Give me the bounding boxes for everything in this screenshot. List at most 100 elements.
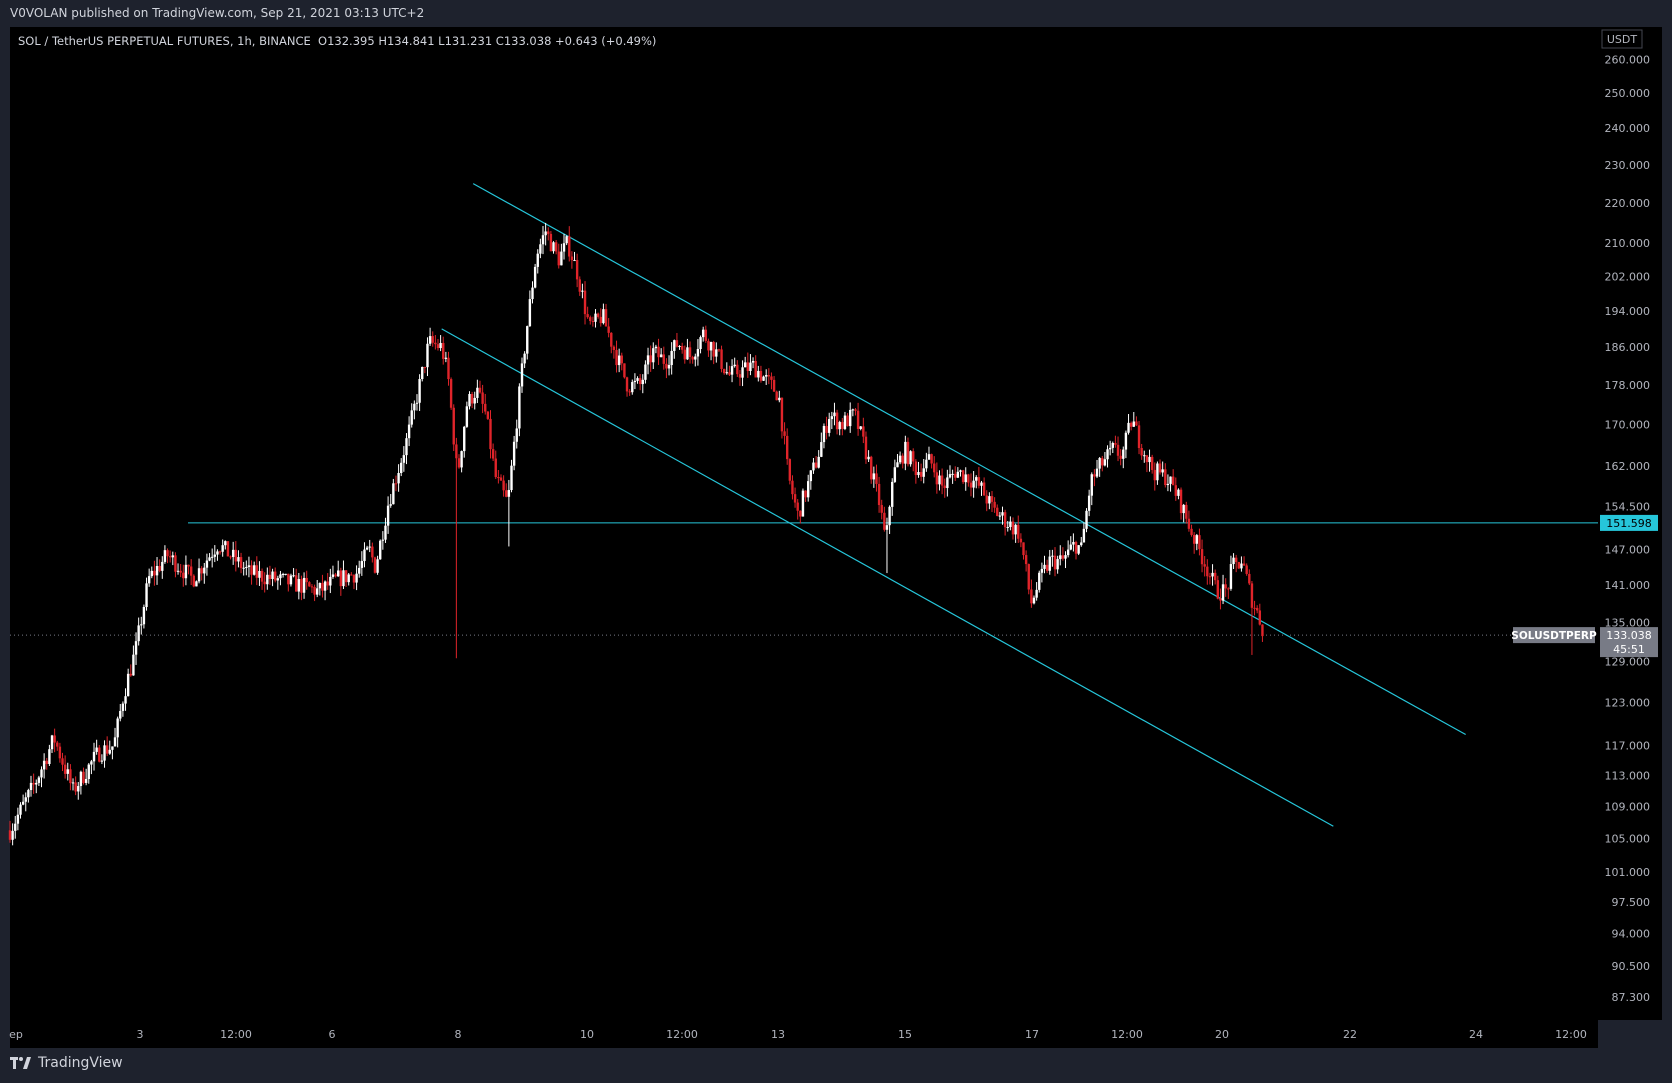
candle-body bbox=[326, 581, 329, 586]
candle-body bbox=[35, 782, 38, 785]
candle-body bbox=[499, 477, 503, 481]
candle-body bbox=[79, 771, 83, 787]
candle-body bbox=[644, 364, 647, 380]
candle-body bbox=[743, 362, 747, 368]
candle-body bbox=[638, 378, 642, 385]
tradingview-logo[interactable]: TradingView bbox=[10, 1055, 123, 1071]
candle-body bbox=[1153, 469, 1156, 481]
candle-body bbox=[381, 539, 385, 541]
candle-body bbox=[184, 564, 188, 579]
candle-body bbox=[891, 481, 894, 507]
candle-body bbox=[828, 419, 831, 433]
candle-body bbox=[308, 582, 311, 587]
candle-body bbox=[368, 546, 371, 548]
candle-body bbox=[61, 758, 64, 765]
time-tick-label: 17 bbox=[1025, 1028, 1039, 1041]
candle-body bbox=[940, 475, 944, 486]
candle-body bbox=[652, 348, 655, 363]
candle-body bbox=[491, 449, 495, 459]
candle-body bbox=[247, 565, 251, 567]
candle-body bbox=[594, 313, 597, 322]
candle-body bbox=[759, 370, 763, 381]
legend-symbol: SOL / TetherUS PERPETUAL FUTURES, 1h, BI… bbox=[18, 34, 311, 48]
candle-body bbox=[746, 362, 750, 372]
candle-body bbox=[854, 409, 857, 411]
candle-body bbox=[654, 346, 658, 349]
candle-body bbox=[617, 355, 621, 366]
candle-body bbox=[751, 361, 755, 363]
candle-body bbox=[100, 760, 104, 762]
candle-body bbox=[1022, 542, 1025, 556]
candle-body bbox=[964, 474, 967, 483]
candle-body bbox=[778, 397, 781, 401]
price-tick-label: 105.000 bbox=[1605, 832, 1651, 845]
candle-body bbox=[694, 356, 697, 360]
candle-body bbox=[329, 576, 332, 586]
candle-body bbox=[1030, 589, 1033, 604]
candle-body bbox=[250, 565, 253, 575]
candle-body bbox=[599, 316, 602, 324]
candle-body bbox=[103, 745, 106, 761]
candle-body bbox=[560, 251, 563, 266]
time-tick-label: 10 bbox=[580, 1028, 594, 1041]
candle-body bbox=[946, 477, 949, 489]
candle-body bbox=[536, 253, 539, 267]
candle-body bbox=[300, 579, 303, 593]
price-tick-label: 129.000 bbox=[1605, 656, 1651, 669]
candle-body bbox=[1043, 564, 1046, 569]
candle-body bbox=[807, 481, 810, 498]
candle-body bbox=[234, 549, 238, 562]
candle-body bbox=[843, 415, 847, 429]
candle-body bbox=[318, 582, 322, 589]
candle-body bbox=[623, 363, 626, 378]
candle-body bbox=[87, 764, 90, 780]
candle-body bbox=[463, 426, 466, 452]
candle-body bbox=[111, 746, 114, 750]
candle-body bbox=[922, 468, 925, 477]
symbol-label: SOLUSDTPERP bbox=[1511, 630, 1597, 642]
candle-body bbox=[1174, 485, 1177, 496]
candle-body bbox=[919, 472, 923, 477]
candle-body bbox=[140, 624, 143, 626]
candle-body bbox=[686, 347, 689, 360]
candle-body bbox=[841, 422, 844, 429]
candle-body bbox=[476, 387, 479, 398]
candle-body bbox=[431, 336, 434, 343]
candle-body bbox=[1124, 432, 1128, 450]
candle-body bbox=[1045, 564, 1049, 571]
candle-body bbox=[129, 673, 132, 676]
candle-body bbox=[84, 779, 88, 783]
symbol-legend[interactable]: SOL / TetherUS PERPETUAL FUTURES, 1h, BI… bbox=[18, 34, 656, 48]
candle-body bbox=[1048, 556, 1051, 571]
time-tick-label: 8 bbox=[455, 1028, 462, 1041]
candle-body bbox=[982, 482, 986, 496]
legend-low: L131.231 bbox=[438, 34, 493, 48]
time-axis[interactable] bbox=[10, 1020, 1598, 1048]
candle-body bbox=[1164, 469, 1167, 486]
candle-body bbox=[696, 348, 700, 357]
chart-pane[interactable] bbox=[10, 27, 1598, 1020]
support-price-label: 151.598 bbox=[1606, 517, 1652, 530]
candle-body bbox=[213, 554, 217, 557]
candle-body bbox=[402, 455, 406, 463]
time-tick-label: ep bbox=[9, 1028, 23, 1041]
candle-body bbox=[1137, 425, 1141, 449]
candle-body bbox=[137, 625, 140, 642]
price-tick-label: 260.000 bbox=[1605, 53, 1651, 66]
candle-body bbox=[959, 470, 962, 472]
candle-body bbox=[901, 455, 904, 464]
candle-body bbox=[153, 570, 156, 576]
candle-body bbox=[662, 354, 665, 364]
candle-body bbox=[1182, 504, 1185, 514]
candle-body bbox=[712, 341, 715, 357]
candle-body bbox=[344, 570, 348, 583]
price-tick-label: 101.000 bbox=[1605, 866, 1651, 879]
candle-body bbox=[707, 340, 710, 351]
candle-body bbox=[134, 641, 138, 655]
candle-body bbox=[69, 769, 72, 784]
candle-body bbox=[980, 482, 983, 486]
candle-body bbox=[1093, 474, 1096, 477]
candle-body bbox=[1119, 455, 1122, 459]
candle-body bbox=[738, 374, 742, 378]
candle-body bbox=[539, 244, 542, 254]
